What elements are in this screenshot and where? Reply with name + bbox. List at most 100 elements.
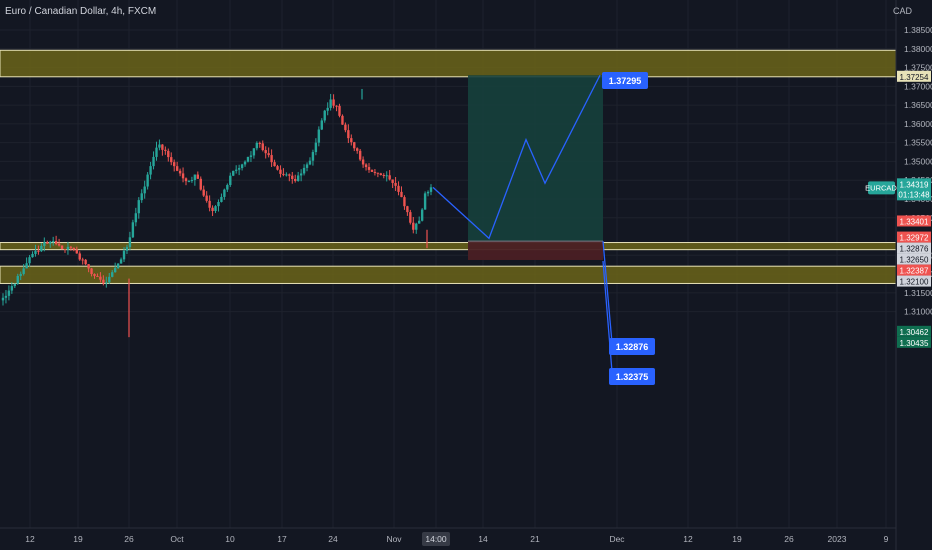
symbol-tag-label: EURCAD [865, 183, 897, 192]
callout-pointer [602, 260, 614, 385]
candle-body [347, 130, 350, 139]
price-tick-label: 1.35500 [904, 138, 932, 148]
candle-body [99, 276, 102, 280]
candle-body [116, 263, 120, 268]
candle-body [125, 247, 129, 251]
candle-body [217, 201, 220, 207]
candle-body [361, 159, 365, 165]
time-tick-label: 12 [25, 534, 35, 544]
price-badge [897, 275, 931, 287]
candle-body [63, 249, 67, 251]
candle-body [202, 189, 205, 196]
candle-body [72, 247, 76, 250]
price-callouts: 1.37295 1.32876 1.32375 [602, 72, 655, 385]
candle-body [326, 107, 329, 111]
candle-body [391, 179, 394, 183]
candle-body [205, 195, 208, 201]
candle-body [229, 175, 232, 185]
time-tick-label: 12 [683, 534, 693, 544]
candle-body [111, 272, 114, 277]
callout-label-entry: 1.32876 [616, 342, 649, 352]
bar-countdown: 01:13:48 [898, 190, 930, 199]
candle-body [140, 193, 143, 201]
candle-body [232, 170, 235, 176]
candle-body [258, 142, 261, 144]
price-tick-label: 1.37500 [904, 63, 932, 73]
price-badge-label: 1.33401 [900, 217, 929, 226]
candle-body [356, 148, 359, 151]
candle-body [43, 242, 46, 246]
time-tick-label: Nov [386, 534, 402, 544]
candle-body [273, 162, 276, 167]
callout-pointer [602, 241, 614, 355]
candle-body [288, 174, 291, 176]
symbol-tag [868, 181, 895, 195]
candle-body [28, 257, 31, 264]
candle-body [152, 156, 155, 167]
candle-body [161, 144, 164, 150]
candle-body [187, 180, 191, 182]
projection-path[interactable] [432, 74, 601, 240]
time-tick-label: 19 [73, 534, 83, 544]
candle-body [220, 196, 223, 202]
candle-body [146, 174, 149, 187]
candle-body [19, 273, 22, 276]
price-badge [897, 253, 931, 265]
price-badge-label: 1.34319 [900, 180, 929, 189]
candle-body [308, 160, 312, 165]
price-tick-label: 1.36500 [904, 100, 932, 110]
candle-body [93, 273, 96, 276]
price-axis[interactable]: 1.38500 1.38000 1.37500 1.37000 1.36500 1.360… [895, 0, 932, 550]
candle-body [279, 169, 282, 174]
candle-body [87, 264, 90, 269]
price-badge [897, 70, 931, 82]
price-badge-label: 1.32650 [900, 256, 929, 265]
loss-area [468, 241, 603, 260]
time-tick-label: 26 [784, 534, 794, 544]
candle-body [409, 212, 412, 223]
price-badge-label: 1.32387 [900, 267, 929, 276]
long-position-tool[interactable] [468, 75, 603, 260]
candle-body [426, 191, 430, 194]
candle-body [358, 150, 362, 160]
candle-body [350, 138, 353, 143]
candle-body [181, 173, 185, 179]
candle-body [243, 161, 247, 165]
candle-body [344, 124, 347, 131]
candle-body [164, 149, 167, 151]
candle-body [7, 290, 11, 296]
candle-body [128, 237, 132, 248]
projection-line [432, 74, 601, 240]
candle-body [370, 169, 374, 172]
candle-body [113, 267, 117, 273]
candle-body [81, 259, 84, 261]
zone-rectangle [0, 265, 897, 284]
candle-body [208, 200, 211, 208]
candle-body [373, 171, 377, 173]
price-badge-label: 1.37254 [900, 73, 929, 82]
time-tick-label: 14 [478, 534, 488, 544]
candle-body [311, 152, 315, 161]
time-tick-label: 26 [124, 534, 134, 544]
candle-body [285, 174, 288, 176]
price-badge [897, 231, 931, 243]
candle-body [276, 166, 279, 170]
candle-body [37, 250, 40, 252]
candle-body [75, 249, 78, 254]
candle-body [267, 153, 270, 156]
zone-rectangle [0, 242, 897, 251]
supply-demand-zones [0, 49, 897, 284]
candle-body [190, 179, 194, 181]
candle-body [167, 150, 170, 158]
time-axis[interactable]: 12 19 26 Oct 10 17 24 Nov 14:00 14 21 Dec 12 19 26 2023… [0, 527, 896, 546]
price-badge-label: 1.30462 [900, 328, 929, 337]
price-badge [897, 215, 931, 227]
currency-label: CAD [892, 6, 912, 16]
candle-body [252, 148, 256, 156]
candle-body [78, 253, 81, 260]
candle-body [193, 174, 197, 180]
candle-body [323, 110, 326, 121]
candle-body [314, 142, 318, 153]
candle-body [237, 168, 241, 170]
